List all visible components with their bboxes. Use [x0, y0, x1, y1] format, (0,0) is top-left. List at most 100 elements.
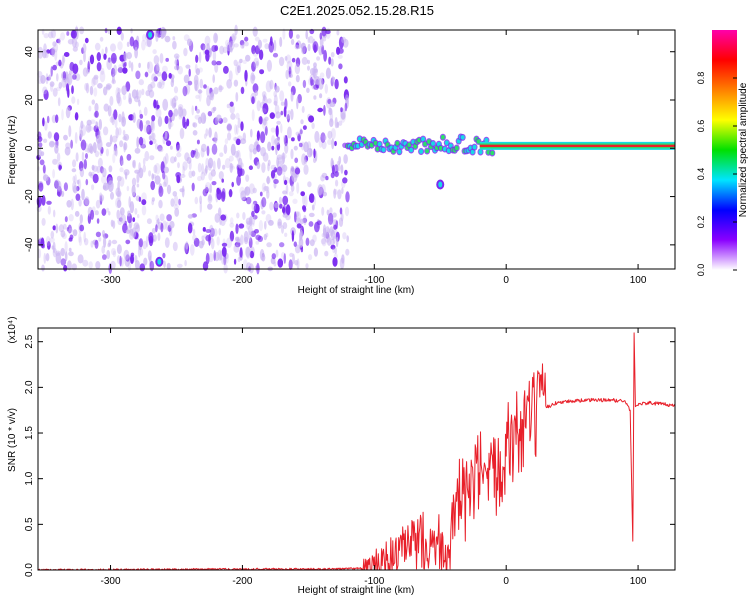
spectrogram-noise-cell [67, 260, 72, 271]
spectrogram-noise-cell [163, 260, 166, 268]
spectrogram-noise-cell [80, 120, 84, 129]
spectrogram-noise-cell [151, 227, 156, 234]
spectrogram-noise-cell [162, 220, 167, 230]
ridge-blob [355, 143, 360, 149]
spectrogram-noise-cell [307, 181, 312, 188]
spectrogram-noise-cell [114, 117, 118, 129]
spectrogram-noise-cell [101, 230, 106, 238]
spectrogram-noise-cell [112, 153, 116, 164]
spectrogram-noise-cell [83, 231, 86, 243]
spectrogram-noise-cell [98, 237, 102, 242]
spectrogram-noise-cell [237, 166, 243, 177]
spectrogram-noise-cell [46, 115, 50, 124]
spectrogram-noise-cell [61, 190, 65, 197]
spectrogram-noise-cell [308, 212, 315, 218]
spectrogram-noise-cell [238, 223, 245, 229]
spectrogram-noise-cell [286, 60, 293, 72]
spectrogram-noise-cell [122, 129, 126, 136]
spectrogram-noise-cell [97, 157, 103, 168]
spectrogram-noise-cell [162, 65, 168, 73]
spectrogram-noise-cell [294, 244, 301, 254]
spectrogram-noise-cell [305, 237, 310, 246]
spectrogram-noise-cell [222, 117, 228, 124]
colorbar-tick-label: 0.0 [696, 264, 706, 277]
spectrogram-noise-cell [41, 264, 45, 272]
spectrogram-noise-cell [117, 180, 120, 192]
spectrogram-noise-cell [149, 260, 155, 272]
spectrogram-noise-cell [66, 83, 69, 92]
spectrogram-noise-cell [324, 250, 329, 257]
spectrogram-noise-cell [184, 259, 187, 267]
spectrogram-noise-cell [226, 122, 232, 132]
spectrogram-noise-cell [204, 184, 208, 193]
spectrogram-noise-cell [329, 207, 333, 215]
spectrogram-noise-cell [256, 144, 261, 153]
spectrogram-noise-cell [317, 186, 322, 197]
spectrogram-noise-cell [221, 178, 224, 183]
spectrogram-noise-cell [191, 182, 195, 192]
spectrogram-noise-cell [170, 79, 174, 88]
spectrogram-noise-cell [261, 91, 267, 99]
spectrogram-noise-cell [166, 214, 172, 222]
spectrogram-noise-cell [120, 214, 126, 224]
spectrogram-noise-cell [317, 107, 324, 113]
spectrogram-noise-cell [282, 190, 288, 195]
spectrogram-noise-cell [132, 217, 136, 223]
spectrogram-noise-cell [321, 44, 325, 55]
spectrogram-noise-cell [305, 263, 309, 269]
spectrogram-noise-cell [259, 69, 265, 75]
spectrogram-noise-cell [280, 110, 284, 116]
spectrogram-noise-cell [340, 107, 343, 113]
spectrogram-noise-cell [258, 116, 263, 125]
spectrogram-noise-cell [300, 218, 304, 225]
spectrogram-noise-cell [302, 79, 307, 89]
spectrogram-noise-cell [243, 230, 249, 243]
spectrogram-noise-cell [337, 189, 342, 200]
spectrogram-noise-cell [88, 171, 92, 177]
spectrogram-noise-cell [132, 112, 136, 123]
spectrogram-noise-cell [240, 121, 244, 132]
spectrogram-noise-cell [308, 35, 314, 44]
spectrogram-noise-cell [276, 120, 281, 125]
spectrogram-noise-cell [175, 144, 182, 153]
spectrogram-noise-cell [289, 252, 294, 258]
spectrogram-noise-cell [134, 260, 140, 270]
spectrogram-noise-cell [116, 244, 122, 255]
spectrogram-noise-cell [251, 45, 256, 55]
spectrogram-noise-cell [93, 87, 98, 97]
spectrogram-noise-cell [296, 258, 300, 270]
spectrogram-noise-cell [84, 37, 89, 44]
spectrogram-noise-cell [279, 203, 283, 209]
spectrogram-noise-cell [91, 77, 96, 87]
spectrogram-noise-cell [83, 51, 86, 63]
spectrogram-noise-cell [173, 86, 179, 94]
spectrogram-noise-cell [64, 241, 68, 253]
ridge-blob [373, 140, 378, 146]
spectrogram-noise-cell [239, 40, 245, 46]
spectrogram-noise-cell [136, 136, 140, 149]
spectrogram-noise-cell [345, 191, 350, 203]
spectrogram-noise-cell [230, 113, 236, 120]
spectrogram-noise-cell [248, 230, 252, 242]
spectrogram-noise-cell [141, 88, 145, 96]
spectrogram-noise-cell [282, 206, 286, 214]
spectrogram-noise-cell [248, 165, 253, 170]
spectrogram-noise-cell [168, 120, 172, 130]
spectrogram-noise-cell [271, 135, 276, 146]
spectrogram-noise-cell [42, 117, 45, 127]
spectrogram-noise-cell [301, 105, 305, 114]
spectrogram-noise-cell [297, 93, 302, 104]
spectrogram-noise-cell [79, 167, 85, 178]
spectrogram-noise-cell [240, 234, 244, 246]
spectrogram-noise-cell [169, 220, 175, 229]
spectrogram-noise-cell [105, 46, 108, 54]
spectrogram-noise-cell [61, 77, 67, 88]
spectrogram-noise-cell [198, 240, 204, 249]
spectrogram-noise-cell [307, 36, 310, 44]
spectrogram-noise-cell [101, 175, 107, 184]
spectrogram-noise-cell [161, 71, 168, 82]
spectrogram-noise-cell [198, 89, 202, 102]
spectrogram-noise-cell [179, 127, 185, 140]
spectrogram-noise-cell [165, 153, 169, 164]
spectrogram-noise-cell [313, 247, 318, 257]
